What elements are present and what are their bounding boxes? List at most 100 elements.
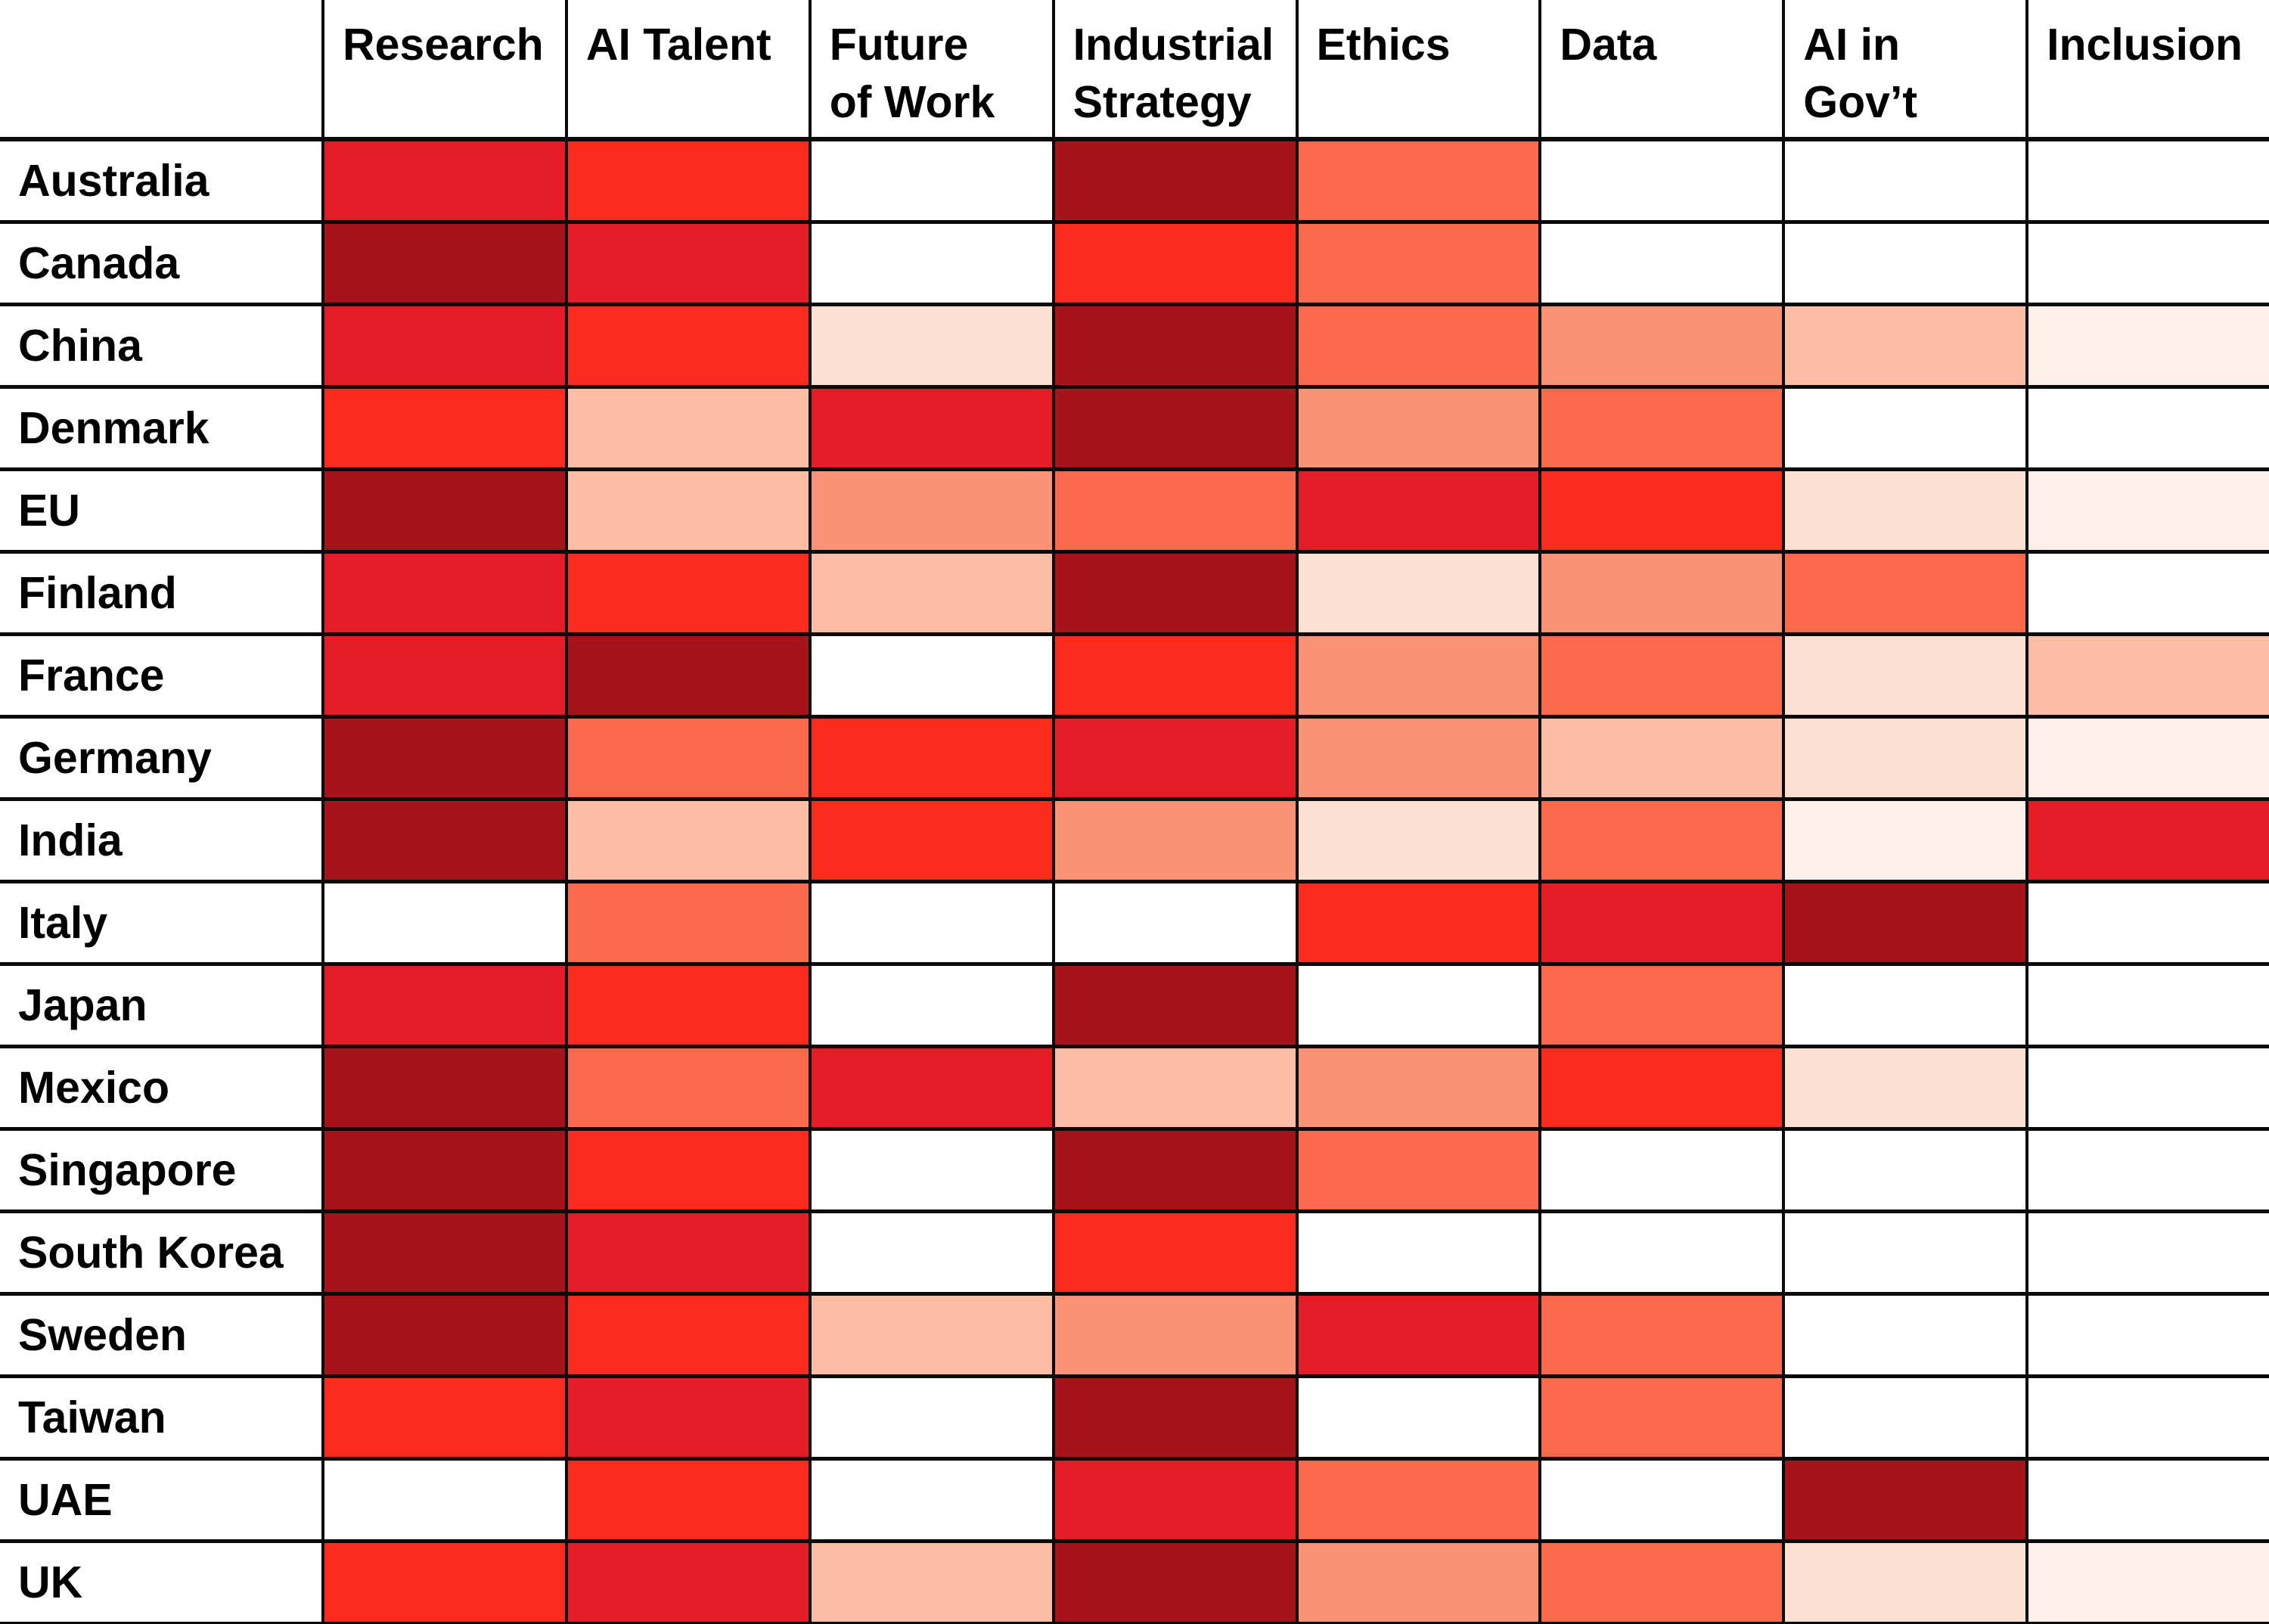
heatmap-cell [1295, 966, 1539, 1048]
heatmap-cell [1782, 306, 2026, 389]
heatmap-cell [1538, 1378, 1783, 1461]
row-label: Canada [0, 224, 321, 306]
heatmap-cell [808, 636, 1052, 719]
row-label: Australia [0, 141, 321, 224]
heatmap-cell [321, 636, 565, 719]
heatmap-cell [1782, 1131, 2026, 1213]
heatmap-cell [2025, 1461, 2269, 1543]
heatmap-cell [808, 1461, 1052, 1543]
heatmap-cell [1538, 1131, 1783, 1213]
heatmap-cell [1051, 1378, 1296, 1461]
heatmap-cell [808, 1213, 1052, 1296]
heatmap-cell [321, 554, 565, 636]
column-header: Research [321, 0, 565, 141]
heatmap-cell [1782, 883, 2026, 966]
column-header: Inclusion [2025, 0, 2269, 141]
heatmap-cell [1051, 1461, 1296, 1543]
heatmap-cell [1538, 1213, 1783, 1296]
heatmap-cell [1782, 1461, 2026, 1543]
row-label: Japan [0, 966, 321, 1048]
heatmap-cell [564, 306, 809, 389]
heatmap-cell [564, 389, 809, 471]
heatmap-cell [1782, 1378, 2026, 1461]
heatmap-cell [1051, 1213, 1296, 1296]
row-label: UK [0, 1543, 321, 1624]
heatmap-cell [2025, 966, 2269, 1048]
heatmap-cell [564, 1131, 809, 1213]
heatmap-cell [2025, 554, 2269, 636]
heatmap-cell [321, 1378, 565, 1461]
heatmap-cell [1782, 966, 2026, 1048]
heatmap-cell [321, 306, 565, 389]
heatmap-cell [1538, 471, 1783, 554]
heatmap-cell [1782, 801, 2026, 883]
heatmap-cell [1051, 1543, 1296, 1624]
heatmap-cell [808, 801, 1052, 883]
heatmap-cell [1538, 1296, 1783, 1378]
column-header: AI Talent [564, 0, 809, 141]
heatmap-cell [564, 1461, 809, 1543]
row-label: UAE [0, 1461, 321, 1543]
column-header: Data [1538, 0, 1783, 141]
heatmap-cell [564, 554, 809, 636]
heatmap-cell [321, 801, 565, 883]
heatmap-cell [2025, 471, 2269, 554]
heatmap-cell [564, 636, 809, 719]
heatmap-cell [321, 1213, 565, 1296]
heatmap-cell [1051, 801, 1296, 883]
heatmap-cell [2025, 141, 2269, 224]
heatmap-cell [321, 719, 565, 801]
heatmap-cell [1538, 306, 1783, 389]
heatmap-cell [808, 471, 1052, 554]
heatmap-cell [2025, 1048, 2269, 1131]
heatmap-cell [2025, 1543, 2269, 1624]
heatmap-cell [2025, 1131, 2269, 1213]
heatmap-cell [1538, 389, 1783, 471]
column-header: Ethics [1295, 0, 1539, 141]
heatmap-cell [1051, 1131, 1296, 1213]
heatmap-cell [1295, 389, 1539, 471]
heatmap-cell [2025, 1378, 2269, 1461]
heatmap-cell [1538, 1461, 1783, 1543]
heatmap-cell [808, 1378, 1052, 1461]
heatmap-cell [1538, 636, 1783, 719]
heatmap-cell [1295, 1131, 1539, 1213]
heatmap-cell [564, 1048, 809, 1131]
heatmap-cell [1295, 719, 1539, 801]
heatmap-cell [564, 1213, 809, 1296]
heatmap-cell [1782, 1543, 2026, 1624]
heatmap-cell [564, 966, 809, 1048]
heatmap-cell [321, 1131, 565, 1213]
heatmap-cell [1782, 389, 2026, 471]
heatmap-cell [321, 1543, 565, 1624]
heatmap-cell [1295, 883, 1539, 966]
heatmap-cell [1051, 554, 1296, 636]
heatmap-cell [808, 966, 1052, 1048]
heatmap-cell [1051, 306, 1296, 389]
heatmap-cell [1051, 636, 1296, 719]
heatmap-cell [321, 471, 565, 554]
heatmap-cell [564, 883, 809, 966]
heatmap-cell [321, 389, 565, 471]
column-header: Industrial Strategy [1051, 0, 1296, 141]
heatmap-cell [808, 389, 1052, 471]
heatmap-cell [808, 224, 1052, 306]
row-label: Denmark [0, 389, 321, 471]
column-header: Future of Work [808, 0, 1052, 141]
heatmap-cell [1782, 1048, 2026, 1131]
heatmap-cell [1538, 883, 1783, 966]
heatmap-cell [1295, 1213, 1539, 1296]
heatmap-cell [564, 1296, 809, 1378]
heatmap-cell [1295, 306, 1539, 389]
heatmap-cell [1295, 636, 1539, 719]
heatmap-cell [808, 1048, 1052, 1131]
heatmap-cell [2025, 1296, 2269, 1378]
heatmap-cell [1051, 883, 1296, 966]
heatmap-cell [1538, 554, 1783, 636]
heatmap-cell [1782, 141, 2026, 224]
row-label: Taiwan [0, 1378, 321, 1461]
heatmap-cell [564, 719, 809, 801]
column-header: AI in Gov’t [1782, 0, 2026, 141]
heatmap-cell [1051, 719, 1296, 801]
heatmap-cell [808, 883, 1052, 966]
